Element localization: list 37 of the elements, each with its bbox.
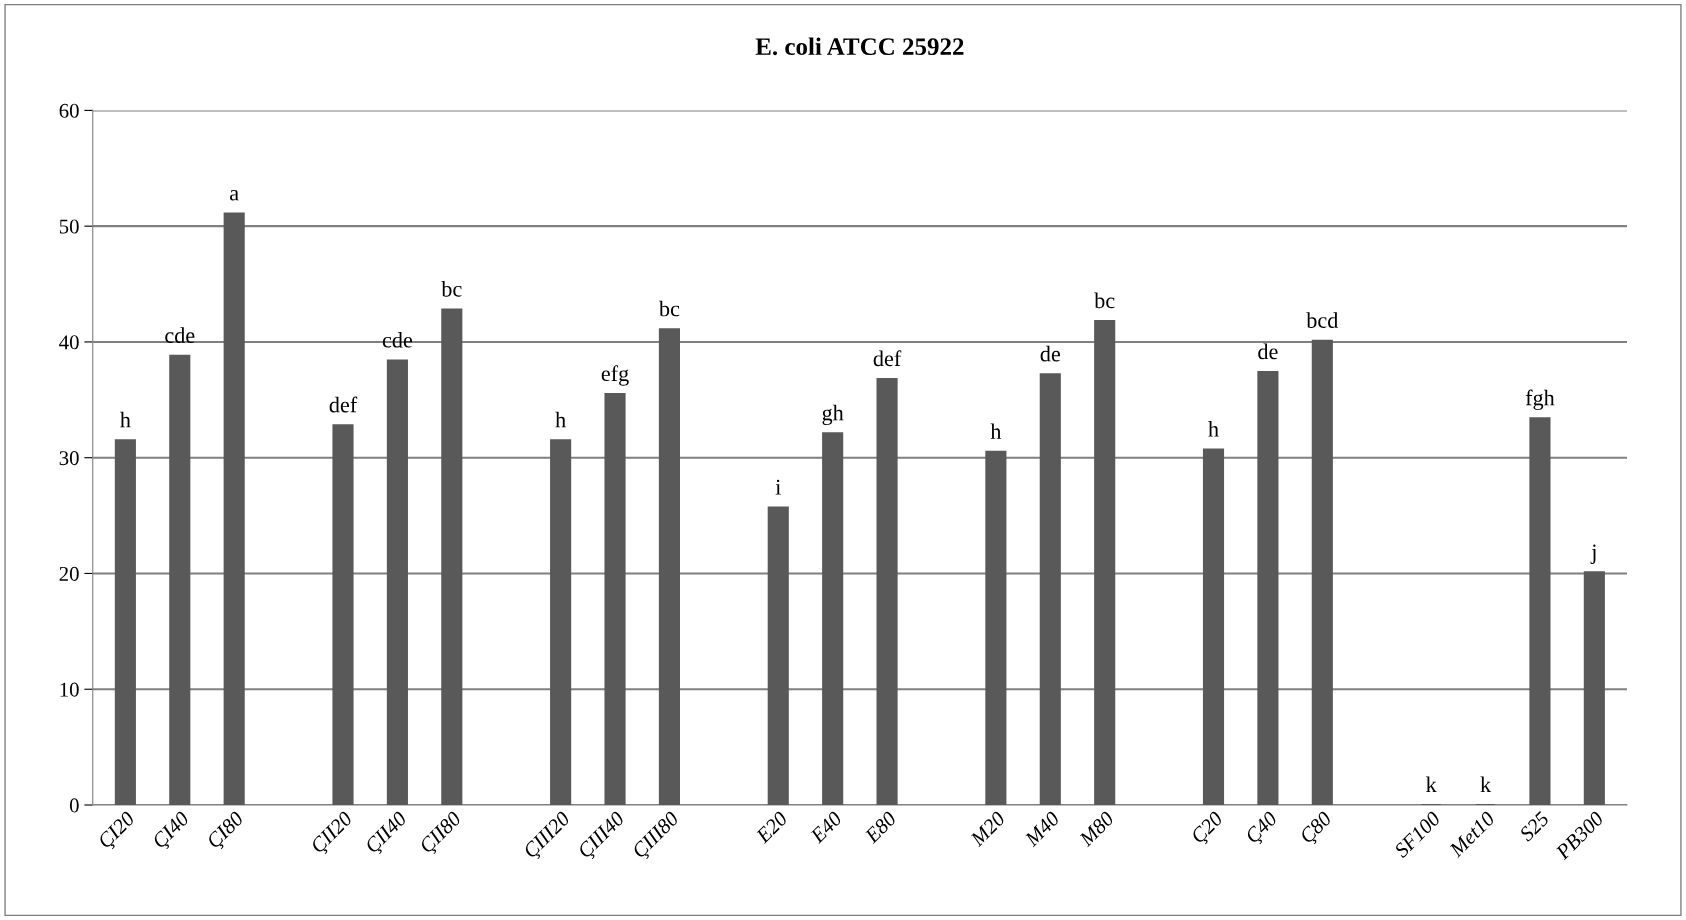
annotation: de: [1258, 343, 1278, 360]
annotation: i: [775, 479, 781, 495]
annotation: bc: [658, 300, 680, 317]
x-tick-label: Ç20: [1190, 810, 1227, 847]
annotation: h: [555, 411, 566, 428]
y-tick-label: 0: [69, 798, 79, 813]
annotation: k: [1426, 776, 1437, 792]
annotation: def: [329, 396, 358, 413]
y-tick-label: 60: [59, 103, 79, 118]
y-tick-label: 10: [60, 682, 79, 697]
x-tick-label: Ç40: [1244, 810, 1282, 847]
annotation: h: [120, 411, 131, 428]
y-tick-label: 50: [59, 219, 79, 234]
annotation: h: [990, 423, 1002, 439]
annotation: gh: [822, 404, 844, 426]
annotation: a: [230, 189, 239, 201]
x-tick-label: Ç80: [1299, 810, 1336, 847]
annotation: bc: [441, 281, 462, 297]
annotation: cde: [165, 327, 195, 343]
x-tick-label: S25: [1518, 810, 1550, 843]
y-tick-label: 30: [59, 451, 79, 466]
chart-title: E. coli ATCC 25922: [755, 37, 964, 56]
annotation: fgh: [1525, 389, 1555, 411]
annotation: de: [1040, 345, 1060, 362]
annotation: cde: [382, 331, 413, 348]
x-tick-label: E80: [863, 810, 898, 845]
annotation: k: [1480, 776, 1492, 792]
annotation: j: [1590, 544, 1596, 564]
x-tick-label: E20: [754, 810, 789, 845]
annotation: bc: [1094, 292, 1115, 309]
y-tick-label: 40: [59, 335, 79, 350]
annotation: efg: [601, 365, 629, 386]
y-tick-label: 20: [59, 566, 79, 581]
annotation: bcd: [1306, 312, 1339, 328]
annotation: h: [1208, 421, 1219, 437]
x-tick-label: E40: [809, 810, 843, 845]
annotation: def: [873, 350, 902, 367]
